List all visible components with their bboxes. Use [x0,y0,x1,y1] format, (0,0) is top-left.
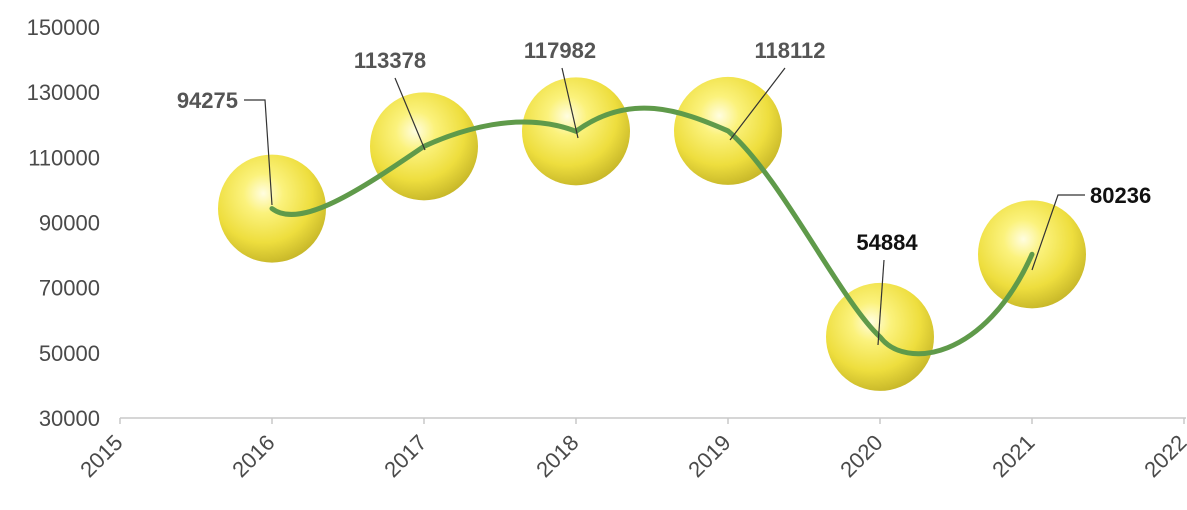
y-tick-label: 130000 [27,80,100,105]
y-tick-label: 50000 [39,341,100,366]
data-label-group: 94275 113378 117982 118112 54884 80236 [177,38,1151,346]
y-tick-label: 90000 [39,211,100,236]
leader-line [244,99,273,206]
x-tick-label: 2020 [835,430,887,482]
y-tick-label: 70000 [39,276,100,301]
leader-line [729,67,786,141]
y-axis: 150000 130000 110000 90000 70000 50000 30000 [27,15,100,431]
x-axis: 2015 2016 2017 2018 2019 2020 2021 2022 [75,417,1187,482]
x-tick-label: 2016 [227,430,279,482]
data-label: 54884 [856,230,918,255]
data-label: 113378 [354,48,426,73]
y-tick-label: 30000 [39,406,100,431]
data-label: 118112 [755,38,826,63]
y-tick-label: 150000 [27,15,100,40]
leader-line [1031,194,1085,271]
x-tick-label: 2017 [379,430,431,482]
trend-line [269,105,1035,357]
x-tick-label: 2022 [1139,430,1187,482]
x-tick-label: 2019 [683,430,735,482]
y-tick-label: 110000 [28,145,100,170]
leader-line [561,67,579,139]
leader-line [394,77,426,151]
x-tick-label: 2015 [75,430,127,482]
x-tick-label: 2018 [531,430,583,482]
trend-line-group [269,105,1035,357]
data-label: 117982 [524,38,596,63]
leader-line [877,259,885,346]
data-label: 94275 [177,88,238,113]
data-label: 80236 [1090,183,1151,208]
x-tick-label: 2021 [987,430,1039,482]
